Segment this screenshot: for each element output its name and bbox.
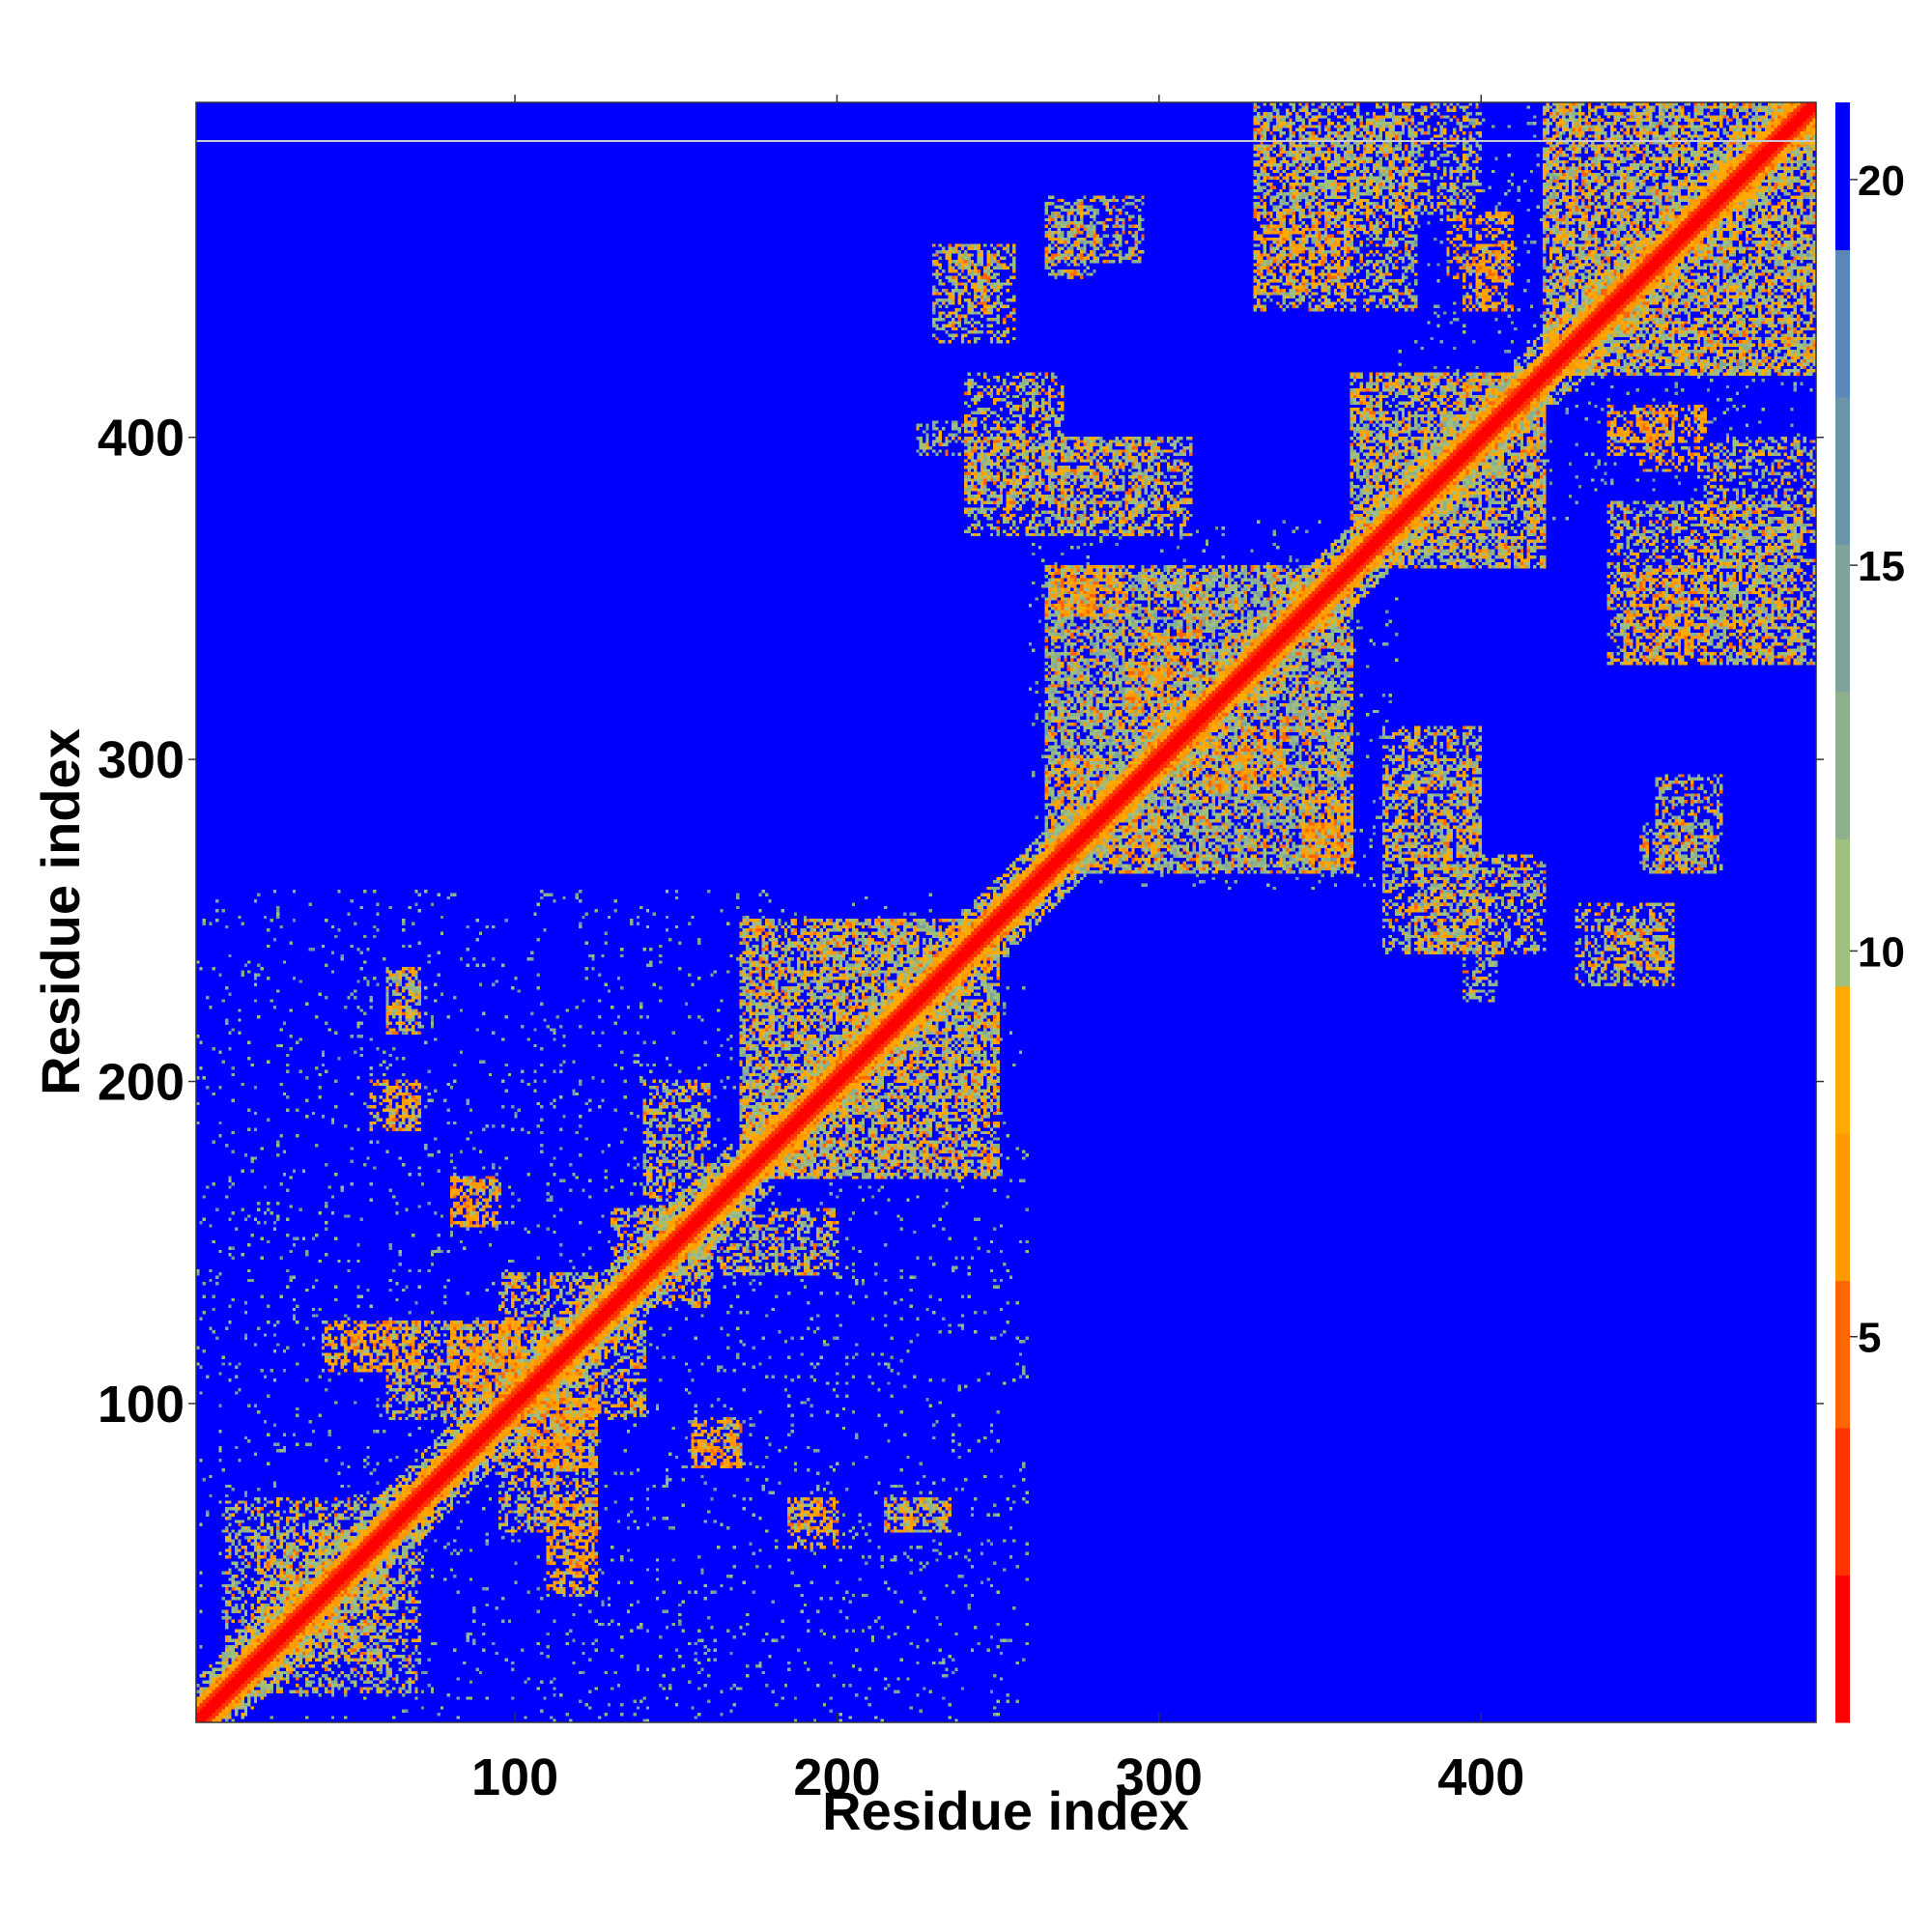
x-tick-label: 400 xyxy=(1437,1748,1524,1806)
x-tick-label: 300 xyxy=(1116,1748,1203,1806)
y-axis-label: Residue index xyxy=(30,728,91,1095)
colorbar-tick-label: 20 xyxy=(1858,157,1905,205)
x-axis-label: Residue index xyxy=(822,1780,1189,1841)
heatmap-area xyxy=(195,101,1817,1723)
heatmap-image xyxy=(196,102,1816,1722)
colorbar: 5 10 15 20 xyxy=(1835,102,1905,1723)
colorbar-segment xyxy=(1835,544,1850,693)
y-tick-label: 400 xyxy=(98,410,185,468)
colorbar-segment xyxy=(1835,985,1850,1134)
colorbar-segment xyxy=(1835,838,1850,987)
colorbar-segment xyxy=(1835,1133,1850,1282)
y-tick-label: 200 xyxy=(98,1054,185,1112)
colorbar-tick-label: 10 xyxy=(1858,928,1905,976)
colorbar-segment xyxy=(1835,249,1850,398)
plot-frame xyxy=(195,101,1817,1723)
y-tick-label: 300 xyxy=(98,731,185,789)
colorbar-tick-label: 5 xyxy=(1858,1315,1881,1362)
x-axis-ticks: 100 200 300 400 xyxy=(471,95,1524,1806)
colorbar-segment xyxy=(1835,1575,1850,1723)
colorbar-segment xyxy=(1835,1428,1850,1577)
colorbar-segment xyxy=(1835,1280,1850,1429)
x-tick-label: 100 xyxy=(471,1748,558,1806)
colorbar-segment xyxy=(1835,396,1850,545)
y-tick-label: 100 xyxy=(98,1376,185,1434)
colorbar-tick-label: 15 xyxy=(1858,543,1905,590)
colorbar-segment xyxy=(1835,691,1850,839)
x-tick-label: 200 xyxy=(793,1748,880,1806)
colorbar-segment xyxy=(1835,102,1850,250)
y-axis-ticks: 100 200 300 400 xyxy=(98,410,1824,1434)
